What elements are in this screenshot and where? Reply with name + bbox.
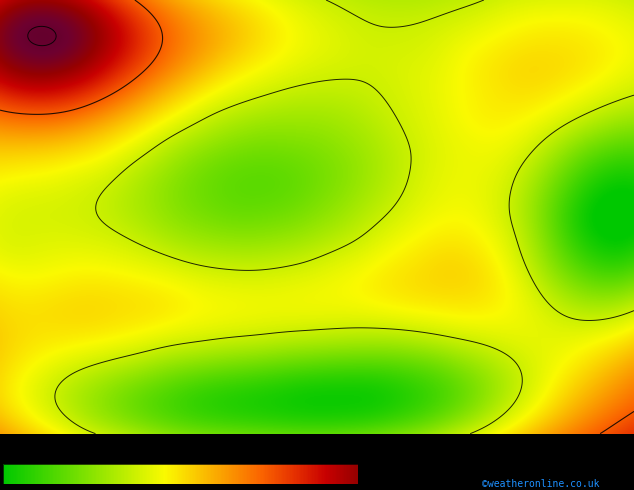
Text: ©weatheronline.co.uk: ©weatheronline.co.uk [482,479,599,489]
Text: Isotachs Spread (Mean+σ) [%] ECMWF: Isotachs Spread (Mean+σ) [%] ECMWF [3,435,203,445]
Text: We 12-06-2024 00:00 UTC (00+168): We 12-06-2024 00:00 UTC (00+168) [380,435,569,445]
